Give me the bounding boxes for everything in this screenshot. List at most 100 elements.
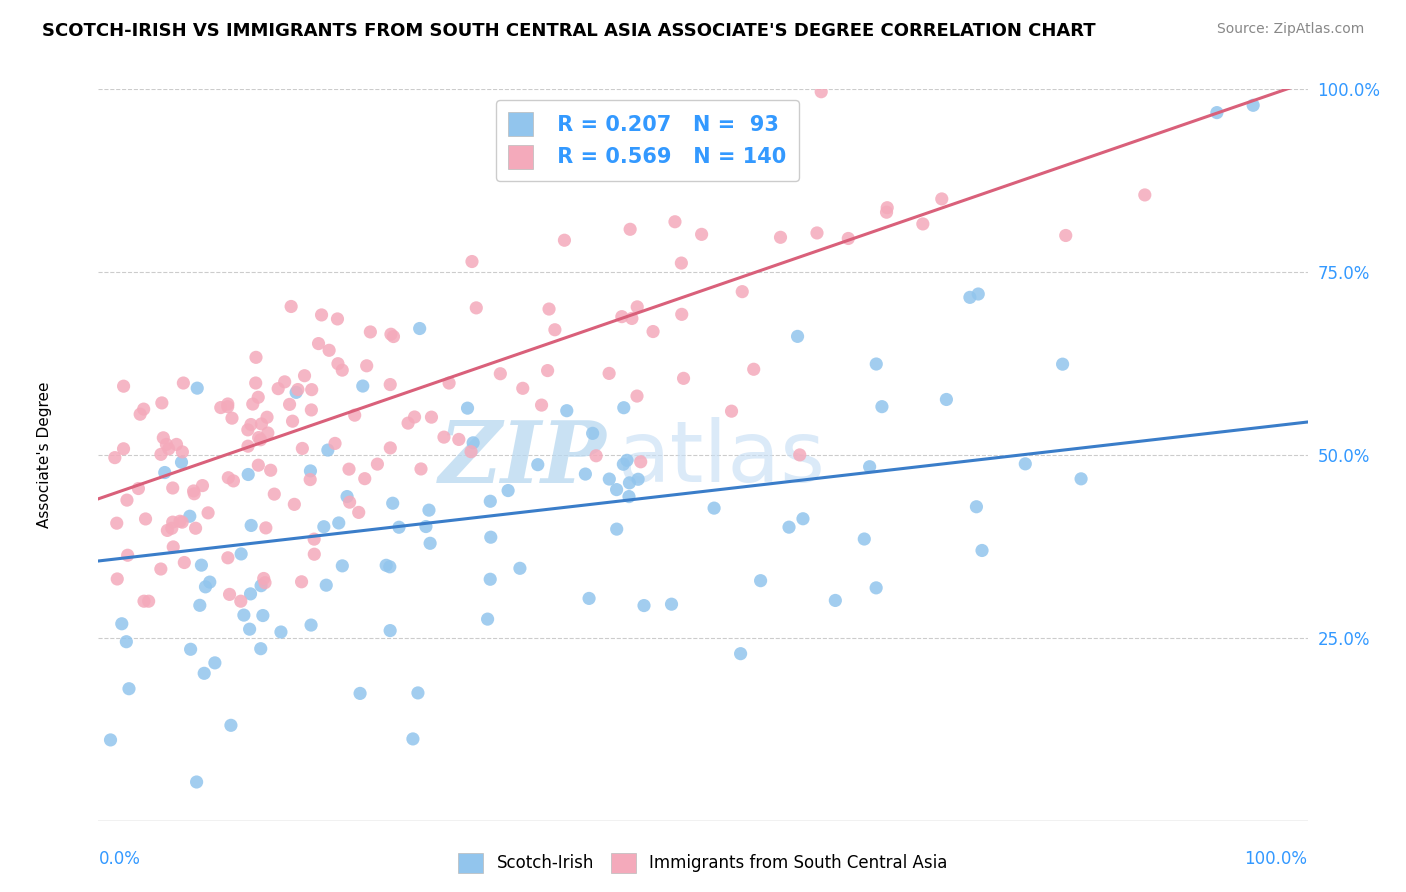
Point	[380, 441, 402, 455]
Point	[254, 521, 277, 535]
Point	[380, 377, 402, 392]
Point	[127, 482, 149, 496]
Point	[633, 599, 655, 613]
Point	[316, 443, 339, 458]
Point	[479, 494, 502, 508]
Point	[555, 403, 578, 417]
Point	[186, 381, 208, 395]
Point	[606, 522, 628, 536]
Point	[641, 325, 664, 339]
Point	[853, 532, 876, 546]
Point	[218, 587, 240, 601]
Point	[457, 401, 479, 416]
Point	[433, 430, 456, 444]
Point	[463, 435, 485, 450]
Point	[135, 512, 157, 526]
Point	[661, 597, 683, 611]
Point	[170, 455, 193, 469]
Point	[461, 254, 484, 268]
Point	[544, 323, 567, 337]
Point	[460, 444, 482, 458]
Point	[229, 594, 252, 608]
Point	[876, 201, 898, 215]
Point	[294, 368, 316, 383]
Point	[312, 520, 335, 534]
Text: Associate's Degree: Associate's Degree	[37, 382, 52, 528]
Text: 100.0%: 100.0%	[1244, 850, 1308, 868]
Point	[283, 497, 305, 511]
Point	[302, 532, 325, 546]
Point	[613, 401, 636, 415]
Point	[328, 516, 350, 530]
Point	[100, 733, 122, 747]
Point	[239, 622, 262, 636]
Point	[935, 392, 957, 407]
Point	[304, 547, 326, 561]
Point	[204, 656, 226, 670]
Point	[526, 458, 548, 472]
Point	[250, 579, 273, 593]
Point	[172, 515, 194, 529]
Point	[347, 505, 370, 519]
Point	[162, 540, 184, 554]
Point	[285, 385, 308, 400]
Point	[253, 575, 276, 590]
Point	[238, 467, 260, 482]
Point	[612, 457, 634, 471]
Point	[156, 524, 179, 538]
Point	[152, 431, 174, 445]
Point	[356, 359, 378, 373]
Point	[250, 417, 273, 431]
Point	[117, 548, 139, 562]
Point	[209, 401, 232, 415]
Point	[479, 530, 502, 544]
Point	[1070, 472, 1092, 486]
Point	[242, 397, 264, 411]
Point	[308, 336, 330, 351]
Point	[336, 490, 359, 504]
Point	[911, 217, 934, 231]
Point	[671, 307, 693, 321]
Point	[198, 575, 221, 590]
Point	[236, 423, 259, 437]
Point	[280, 300, 302, 314]
Point	[330, 558, 353, 573]
Point	[149, 562, 172, 576]
Point	[115, 493, 138, 508]
Point	[418, 503, 440, 517]
Point	[806, 226, 828, 240]
Point	[353, 472, 375, 486]
Point	[415, 519, 437, 533]
Point	[970, 543, 993, 558]
Point	[703, 501, 725, 516]
Point	[690, 227, 713, 242]
Point	[197, 506, 219, 520]
Point	[598, 472, 620, 486]
Point	[1206, 105, 1229, 120]
Point	[232, 608, 254, 623]
Point	[859, 459, 882, 474]
Point	[172, 445, 194, 459]
Point	[720, 404, 742, 418]
Point	[267, 382, 290, 396]
Point	[626, 389, 648, 403]
Point	[273, 375, 295, 389]
Point	[118, 681, 141, 696]
Point	[672, 371, 695, 385]
Point	[153, 466, 176, 480]
Point	[239, 417, 262, 432]
Point	[810, 85, 832, 99]
Point	[222, 474, 245, 488]
Point	[326, 357, 349, 371]
Point	[404, 409, 426, 424]
Point	[132, 594, 155, 608]
Text: ZIP: ZIP	[439, 417, 606, 500]
Point	[172, 376, 194, 390]
Point	[409, 462, 432, 476]
Point	[256, 410, 278, 425]
Point	[619, 222, 641, 236]
Point	[630, 455, 652, 469]
Point	[299, 403, 322, 417]
Point	[166, 437, 188, 451]
Point	[536, 363, 558, 377]
